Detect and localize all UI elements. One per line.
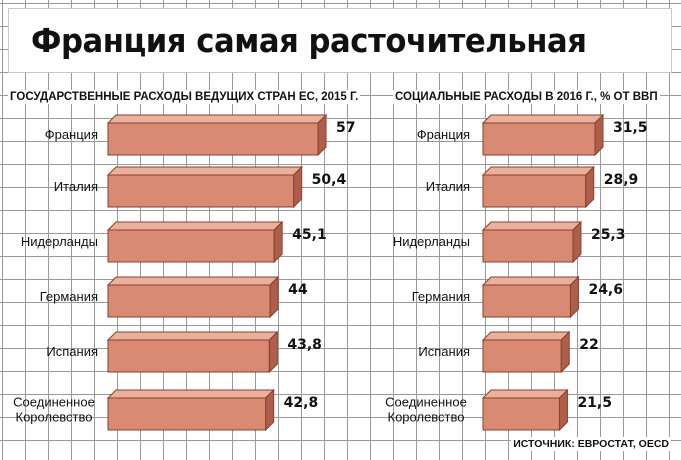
bar-side-face xyxy=(269,275,279,319)
bar-side-face xyxy=(594,113,604,157)
bar-side-face xyxy=(572,220,582,264)
value-label: 24,6 xyxy=(588,282,623,298)
category-label: Испания xyxy=(46,344,98,359)
bar-face xyxy=(107,339,270,373)
bar-face xyxy=(482,339,562,373)
bar-face xyxy=(482,397,560,431)
category-label: Нидерланды xyxy=(393,234,470,249)
value-label: 22 xyxy=(579,337,598,353)
bar-face xyxy=(107,229,275,263)
category-label: Италия xyxy=(54,179,98,194)
value-label: 57 xyxy=(336,120,355,136)
value-label: 28,9 xyxy=(604,172,639,188)
bar-face xyxy=(482,229,574,263)
page-title: Франция самая расточительная xyxy=(31,21,587,60)
bar-side-face xyxy=(585,165,595,209)
left-chart-title: ГОСУДАРСТВЕННЫЕ РАСХОДЫ ВЕДУЩИХ СТРАН ЕС… xyxy=(8,90,361,104)
bar-side-face xyxy=(317,113,327,157)
value-label: 31,5 xyxy=(613,120,648,136)
value-label: 50,4 xyxy=(312,172,347,188)
bar-netherlands xyxy=(106,220,284,264)
bar-italy xyxy=(481,165,595,209)
bar-germany xyxy=(106,275,280,319)
value-label: 43,8 xyxy=(287,337,322,353)
bar-top-face xyxy=(481,166,595,176)
bar-spain xyxy=(106,330,279,374)
category-label: Соединенное Королевство xyxy=(13,395,95,425)
bar-face xyxy=(482,122,596,156)
source-note: ИСТОЧНИК: ЕВРОСТАТ, OECD xyxy=(511,437,671,451)
bar-side-face xyxy=(569,275,579,319)
value-label: 45,1 xyxy=(292,227,327,243)
bar-france xyxy=(481,113,605,157)
value-label: 25,3 xyxy=(591,227,626,243)
bar-side-face xyxy=(265,388,275,432)
bar-top-face xyxy=(481,114,605,124)
bar-united-kingdom xyxy=(481,388,569,432)
bar-side-face xyxy=(268,330,278,374)
government-spending-chart: Франция 57 Италия 50,4 Нидерланды 45,1 Германи… xyxy=(13,113,355,432)
category-label: Италия xyxy=(426,179,470,194)
category-label: Германия xyxy=(40,289,98,304)
category-label: Германия xyxy=(412,289,470,304)
value-label: 21,5 xyxy=(577,395,612,411)
category-label: Франция xyxy=(417,127,470,142)
title-box: Франция самая расточительная xyxy=(8,8,672,73)
bar-face xyxy=(482,284,571,318)
category-label: Соединенное Королевство xyxy=(385,395,467,425)
bar-face xyxy=(482,174,587,208)
bar-top-face xyxy=(481,331,571,341)
bar-united-kingdom xyxy=(106,388,275,432)
category-label: Нидерланды xyxy=(21,234,98,249)
value-label: 44 xyxy=(288,282,308,298)
bar-face xyxy=(107,397,267,431)
value-label: 42,8 xyxy=(284,395,319,411)
bar-top-face xyxy=(481,276,580,286)
category-label: Испания xyxy=(418,344,470,359)
bar-germany xyxy=(481,275,580,319)
category-label: Франция xyxy=(45,127,98,142)
bar-side-face xyxy=(560,330,570,374)
bar-spain xyxy=(481,330,571,374)
right-chart-title: СОЦИАЛЬНЫЕ РАСХОДЫ В 2016 Г., % ОТ ВВП xyxy=(393,90,660,104)
bar-side-face xyxy=(293,165,303,209)
bar-side-face xyxy=(558,388,568,432)
bar-italy xyxy=(106,165,303,209)
bar-top-face xyxy=(481,389,569,399)
bar-face xyxy=(107,284,271,318)
bar-netherlands xyxy=(481,220,583,264)
bar-france xyxy=(106,113,328,157)
bar-side-face xyxy=(273,220,283,264)
bar-top-face xyxy=(481,221,583,231)
